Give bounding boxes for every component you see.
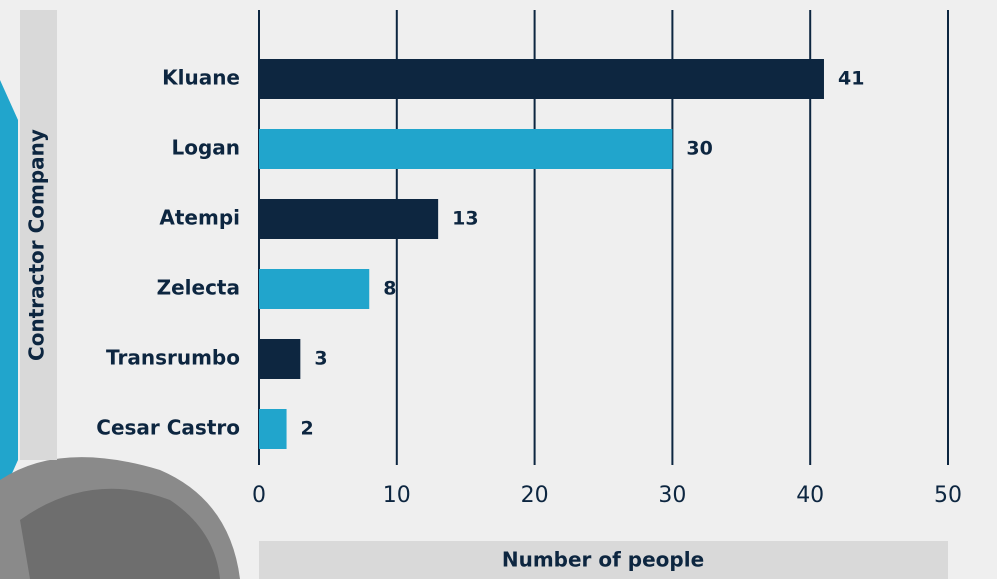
y-tick-label: Atempi [159,206,240,230]
value-label: 41 [838,68,864,90]
bar [259,339,301,379]
y-label-box [20,10,57,460]
y-tick-label: Cesar Castro [96,416,240,440]
y-axis-label: Contractor Company [25,129,49,361]
x-tick-label: 50 [934,483,962,508]
bar [259,409,287,449]
bar [259,269,370,309]
decor-photo [20,488,220,579]
y-tick-label: Logan [171,136,240,160]
value-label: 30 [686,138,712,160]
value-label: 3 [314,348,327,370]
y-tick-label: Zelecta [157,276,240,300]
x-tick-label: 10 [383,483,411,508]
x-tick-label: 30 [658,483,686,508]
x-tick-label: 20 [521,483,549,508]
value-label: 8 [383,278,396,300]
x-tick-label: 0 [252,483,266,508]
bar [259,199,439,239]
y-tick-label: Transrumbo [106,346,240,370]
x-tick-label: 40 [796,483,824,508]
x-label-box [259,541,948,579]
value-label: 13 [452,208,478,230]
x-axis-label: Number of people [502,548,704,572]
decor-hexagon [0,80,18,500]
y-tick-label: Kluane [162,66,240,90]
bar [259,129,673,169]
bar [259,59,824,99]
value-label: 2 [301,418,314,440]
